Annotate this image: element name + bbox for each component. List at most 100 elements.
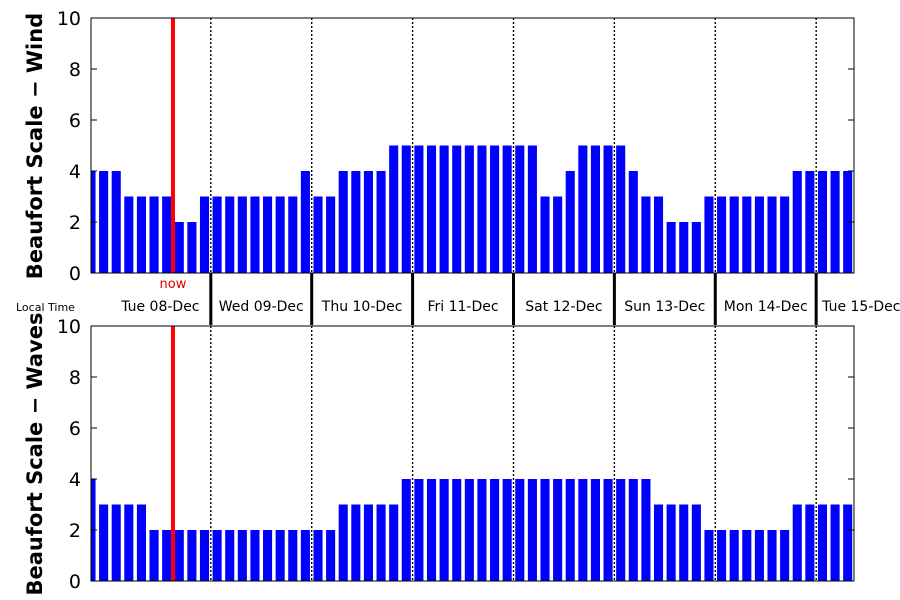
waves-bar <box>439 479 449 581</box>
wind-bar <box>717 196 727 273</box>
wind-bar <box>199 196 210 273</box>
day-label: Sat 12-Dec <box>525 299 602 315</box>
day-label: Tue 08-Dec <box>120 299 199 315</box>
waves-bar <box>401 479 411 581</box>
wind-bar <box>288 196 298 273</box>
wind-bar <box>99 171 109 273</box>
day-label: Sun 13-Dec <box>624 299 705 315</box>
wind-panel: Beaufort Scale − Wind 0 2 4 6 8 10 now <box>23 8 855 292</box>
wind-bar <box>426 145 437 273</box>
wind-bar <box>414 145 424 273</box>
wind-bar <box>527 145 537 273</box>
day-label: Wed 09-Dec <box>219 299 304 315</box>
waves-bar <box>452 479 462 581</box>
wind-bar <box>401 145 411 273</box>
wind-bar <box>553 196 563 273</box>
wind-bar <box>439 145 449 273</box>
waves-bar <box>843 504 853 581</box>
waves-bar <box>717 530 727 581</box>
waves-bar <box>490 479 500 581</box>
wind-bar <box>830 171 840 273</box>
wind-y-tick-label: 0 <box>69 263 81 285</box>
waves-bar <box>830 504 840 581</box>
waves-bar <box>641 479 651 581</box>
wind-bar <box>792 171 802 273</box>
day-label: Tue 15-Dec <box>821 299 900 315</box>
wind-y-tick-label: 4 <box>69 161 81 183</box>
waves-bar <box>515 479 525 581</box>
day-label: Mon 14-Dec <box>724 299 808 315</box>
waves-bar <box>565 479 575 581</box>
wind-bar <box>124 196 134 273</box>
waves-bar <box>666 504 676 581</box>
wind-bar <box>326 196 336 273</box>
waves-y-tick-label: 2 <box>69 520 81 542</box>
wind-bar <box>843 171 853 273</box>
day-label: Thu 10-Dec <box>321 299 403 315</box>
wind-bar <box>628 171 638 273</box>
wind-bar <box>490 145 500 273</box>
waves-bar <box>426 479 437 581</box>
wind-bar <box>149 196 159 273</box>
waves-bar <box>414 479 424 581</box>
waves-y-axis-label: Beaufort Scale − Waves <box>23 312 47 595</box>
waves-bar <box>553 479 563 581</box>
wind-bar <box>502 145 512 273</box>
waves-bar <box>313 530 323 581</box>
wind-bar <box>111 171 121 273</box>
waves-bar <box>502 479 512 581</box>
waves-bar <box>540 479 550 581</box>
wind-bar <box>578 145 588 273</box>
local-time-label: Local Time <box>16 301 75 314</box>
waves-y-tick-label: 6 <box>69 418 81 440</box>
waves-bar <box>628 479 638 581</box>
wind-bar <box>477 145 487 273</box>
wind-plot-frame <box>90 17 855 274</box>
waves-bar <box>338 504 348 581</box>
waves-y-tick-label: 4 <box>69 469 81 491</box>
wind-bar <box>754 196 764 273</box>
waves-bar <box>704 530 714 581</box>
wind-bar <box>237 196 247 273</box>
wind-bar <box>338 171 348 273</box>
waves-bar <box>464 479 474 581</box>
wind-bar <box>805 171 815 273</box>
waves-bar <box>187 530 197 581</box>
waves-bar <box>99 504 109 581</box>
wind-bar <box>363 171 373 273</box>
wind-bar <box>351 171 361 273</box>
waves-bar <box>578 479 588 581</box>
waves-bar <box>300 530 310 581</box>
waves-bar <box>792 504 802 581</box>
wind-y-axis-label: Beaufort Scale − Wind <box>23 13 47 279</box>
wind-bar <box>616 145 626 273</box>
wind-y-tick-label: 2 <box>69 212 81 234</box>
waves-bar <box>679 504 689 581</box>
waves-bar <box>162 530 172 581</box>
wind-bar <box>389 145 399 273</box>
day-label: Fri 11-Dec <box>427 299 498 315</box>
wind-bar <box>742 196 752 273</box>
waves-y-tick-label: 0 <box>69 571 81 593</box>
waves-plot-frame <box>90 325 855 582</box>
wind-bar <box>464 145 474 273</box>
wind-bar <box>590 145 600 273</box>
wind-bar <box>263 196 273 273</box>
waves-bar <box>326 530 336 581</box>
waves-bar <box>136 504 146 581</box>
waves-bar <box>729 530 739 581</box>
waves-bar <box>351 504 361 581</box>
waves-bar <box>616 479 626 581</box>
waves-bar <box>237 530 247 581</box>
wind-bar <box>300 171 310 273</box>
waves-bar <box>603 479 613 581</box>
waves-bar <box>225 530 235 581</box>
waves-bar <box>389 504 399 581</box>
wind-bar <box>653 196 664 273</box>
wind-bar <box>162 196 172 273</box>
waves-bar <box>590 479 600 581</box>
waves-bar <box>767 530 777 581</box>
wind-bar <box>313 196 323 273</box>
waves-bar <box>527 479 537 581</box>
waves-bar <box>363 504 373 581</box>
